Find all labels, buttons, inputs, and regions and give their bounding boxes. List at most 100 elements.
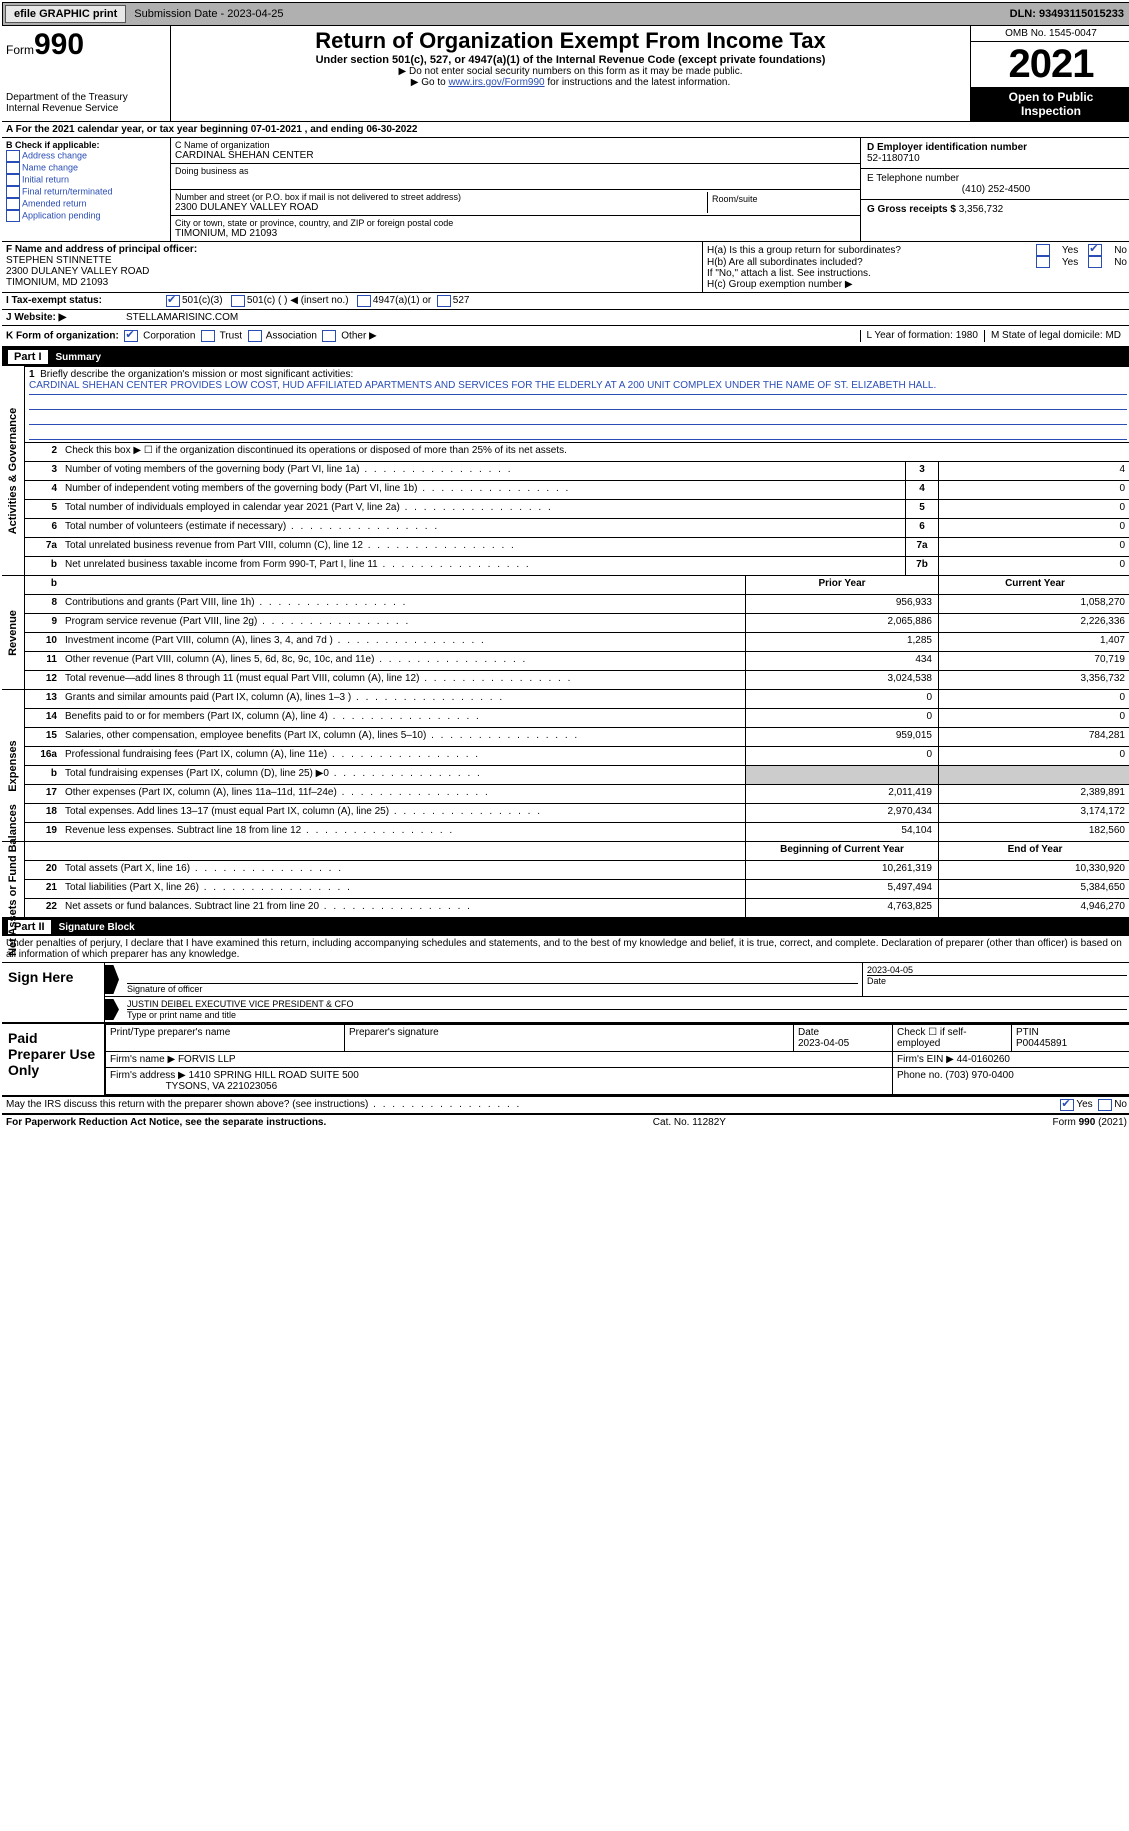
- current-value: 1,407: [938, 633, 1129, 651]
- hdr-prior-year: Prior Year: [745, 576, 938, 594]
- prior-value: 434: [745, 652, 938, 670]
- prior-value: 1,285: [745, 633, 938, 651]
- line-desc: Total expenses. Add lines 13–17 (must eq…: [61, 804, 745, 822]
- sig-date-label: Date: [867, 975, 1127, 986]
- firm-name: FORVIS LLP: [178, 1054, 236, 1065]
- ptin-value: P00445891: [1016, 1038, 1067, 1049]
- prior-value: [745, 766, 938, 784]
- prior-value: 956,933: [745, 595, 938, 613]
- current-value: 2,226,336: [938, 614, 1129, 632]
- officer-label: F Name and address of principal officer:: [6, 244, 197, 255]
- form-prefix: Form: [6, 43, 34, 57]
- discuss-yes[interactable]: [1060, 1099, 1074, 1111]
- prior-value: 2,011,419: [745, 785, 938, 803]
- dln-label: DLN: 93493115015233: [1010, 8, 1129, 20]
- ein-label: D Employer identification number: [867, 142, 1027, 153]
- line-value: 0: [938, 481, 1129, 499]
- dept-irs: Internal Revenue Service: [6, 103, 166, 114]
- form-number: 990: [34, 28, 84, 61]
- box-b: B Check if applicable: Address change Na…: [2, 138, 171, 241]
- line-value: 4: [938, 462, 1129, 480]
- side-expenses: Expenses: [7, 740, 19, 791]
- current-value: 1,058,270: [938, 595, 1129, 613]
- sig-declaration: Under penalties of perjury, I declare th…: [2, 936, 1129, 963]
- current-value: [938, 766, 1129, 784]
- line-desc: Program service revenue (Part VIII, line…: [61, 614, 745, 632]
- side-revenue: Revenue: [7, 610, 19, 656]
- prior-value: 3,024,538: [745, 671, 938, 689]
- prep-sig-label: Preparer's signature: [345, 1025, 794, 1052]
- line-desc: Total liabilities (Part X, line 26): [61, 880, 745, 898]
- chk-501c3[interactable]: [166, 295, 180, 307]
- opt-application-pending[interactable]: Application pending: [6, 210, 166, 222]
- ein-value: 52-1180710: [867, 153, 1125, 164]
- form-header: Form990 Department of the Treasury Inter…: [2, 26, 1129, 122]
- discuss-question: May the IRS discuss this return with the…: [6, 1099, 1060, 1111]
- chk-corporation[interactable]: [124, 330, 138, 342]
- line-desc: Total revenue—add lines 8 through 11 (mu…: [61, 671, 745, 689]
- topbar: efile GRAPHIC print Submission Date - 20…: [2, 2, 1129, 26]
- officer-name: STEPHEN STINNETTE: [6, 255, 112, 266]
- prior-value: 2,970,434: [745, 804, 938, 822]
- opt-address-change[interactable]: Address change: [6, 150, 166, 162]
- line-desc: Net assets or fund balances. Subtract li…: [61, 899, 745, 917]
- current-value: 4,946,270: [938, 899, 1129, 917]
- mission-label: Briefly describe the organization's miss…: [40, 369, 353, 380]
- omb-number: OMB No. 1545-0047: [971, 26, 1129, 42]
- tax-status-label: I Tax-exempt status:: [6, 295, 166, 307]
- hb-label: H(b) Are all subordinates included?: [707, 257, 1026, 268]
- opt-name-change[interactable]: Name change: [6, 162, 166, 174]
- firm-name-label: Firm's name ▶: [110, 1054, 175, 1065]
- name-title-label: Type or print name and title: [127, 1009, 1127, 1020]
- hdr-current-year: Current Year: [938, 576, 1129, 594]
- city-label: City or town, state or province, country…: [175, 218, 856, 228]
- prior-value: 0: [745, 747, 938, 765]
- paid-preparer-label: Paid Preparer Use Only: [2, 1024, 104, 1095]
- gross-receipts-label: G Gross receipts $: [867, 204, 956, 215]
- opt-amended-return[interactable]: Amended return: [6, 198, 166, 210]
- officer-addr2: TIMONIUM, MD 21093: [6, 277, 108, 288]
- org-name-label: C Name of organization: [175, 140, 856, 150]
- efile-print-button[interactable]: efile GRAPHIC print: [5, 5, 126, 23]
- line-value: 0: [938, 519, 1129, 537]
- website-value: STELLAMARISINC.COM: [126, 312, 238, 323]
- current-value: 10,330,920: [938, 861, 1129, 879]
- form-subtitle: Under section 501(c), 527, or 4947(a)(1)…: [175, 54, 966, 66]
- opt-initial-return[interactable]: Initial return: [6, 174, 166, 186]
- line-desc: Other revenue (Part VIII, column (A), li…: [61, 652, 745, 670]
- prior-value: 2,065,886: [745, 614, 938, 632]
- footer-form: Form 990 (2021): [1053, 1117, 1127, 1128]
- line-desc: Grants and similar amounts paid (Part IX…: [61, 690, 745, 708]
- hdr-beginning-year: Beginning of Current Year: [745, 842, 938, 860]
- hc-label: H(c) Group exemption number ▶: [707, 279, 1127, 290]
- sig-officer-label: Signature of officer: [127, 983, 858, 994]
- phone-value: (410) 252-4500: [867, 184, 1125, 195]
- tax-period: A For the 2021 calendar year, or tax yea…: [2, 122, 1129, 138]
- ha-label: H(a) Is this a group return for subordin…: [707, 245, 1026, 256]
- tax-year: 2021: [971, 42, 1129, 87]
- submission-date: Submission Date - 2023-04-25: [128, 8, 289, 20]
- line-desc: Professional fundraising fees (Part IX, …: [61, 747, 745, 765]
- prep-self-employed[interactable]: Check ☐ if self-employed: [893, 1025, 1012, 1052]
- current-value: 3,356,732: [938, 671, 1129, 689]
- firm-phone: (703) 970-0400: [945, 1070, 1013, 1081]
- website-label: J Website: ▶: [6, 312, 126, 323]
- discuss-no[interactable]: [1098, 1099, 1112, 1111]
- part1-header: Part ISummary: [2, 348, 1129, 366]
- opt-final-return[interactable]: Final return/terminated: [6, 186, 166, 198]
- line-desc: Contributions and grants (Part VIII, lin…: [61, 595, 745, 613]
- form-org-label: K Form of organization:: [6, 331, 119, 342]
- irs-link[interactable]: www.irs.gov/Form990: [448, 77, 544, 88]
- line-desc: Total fundraising expenses (Part IX, col…: [61, 766, 745, 784]
- line-desc: Total number of volunteers (estimate if …: [61, 519, 905, 537]
- gross-receipts-value: 3,356,732: [959, 204, 1004, 215]
- arrow-icon: [105, 965, 119, 994]
- phone-label: E Telephone number: [867, 173, 1125, 184]
- prep-name-label: Print/Type preparer's name: [106, 1025, 345, 1052]
- mission-text: CARDINAL SHEHAN CENTER PROVIDES LOW COST…: [29, 380, 1127, 395]
- open-public-2: Inspection: [974, 104, 1128, 118]
- prior-value: 0: [745, 709, 938, 727]
- firm-ein-label: Firm's EIN ▶: [897, 1054, 954, 1065]
- footer-paperwork: For Paperwork Reduction Act Notice, see …: [6, 1117, 326, 1128]
- ha-no-checked[interactable]: [1088, 244, 1102, 256]
